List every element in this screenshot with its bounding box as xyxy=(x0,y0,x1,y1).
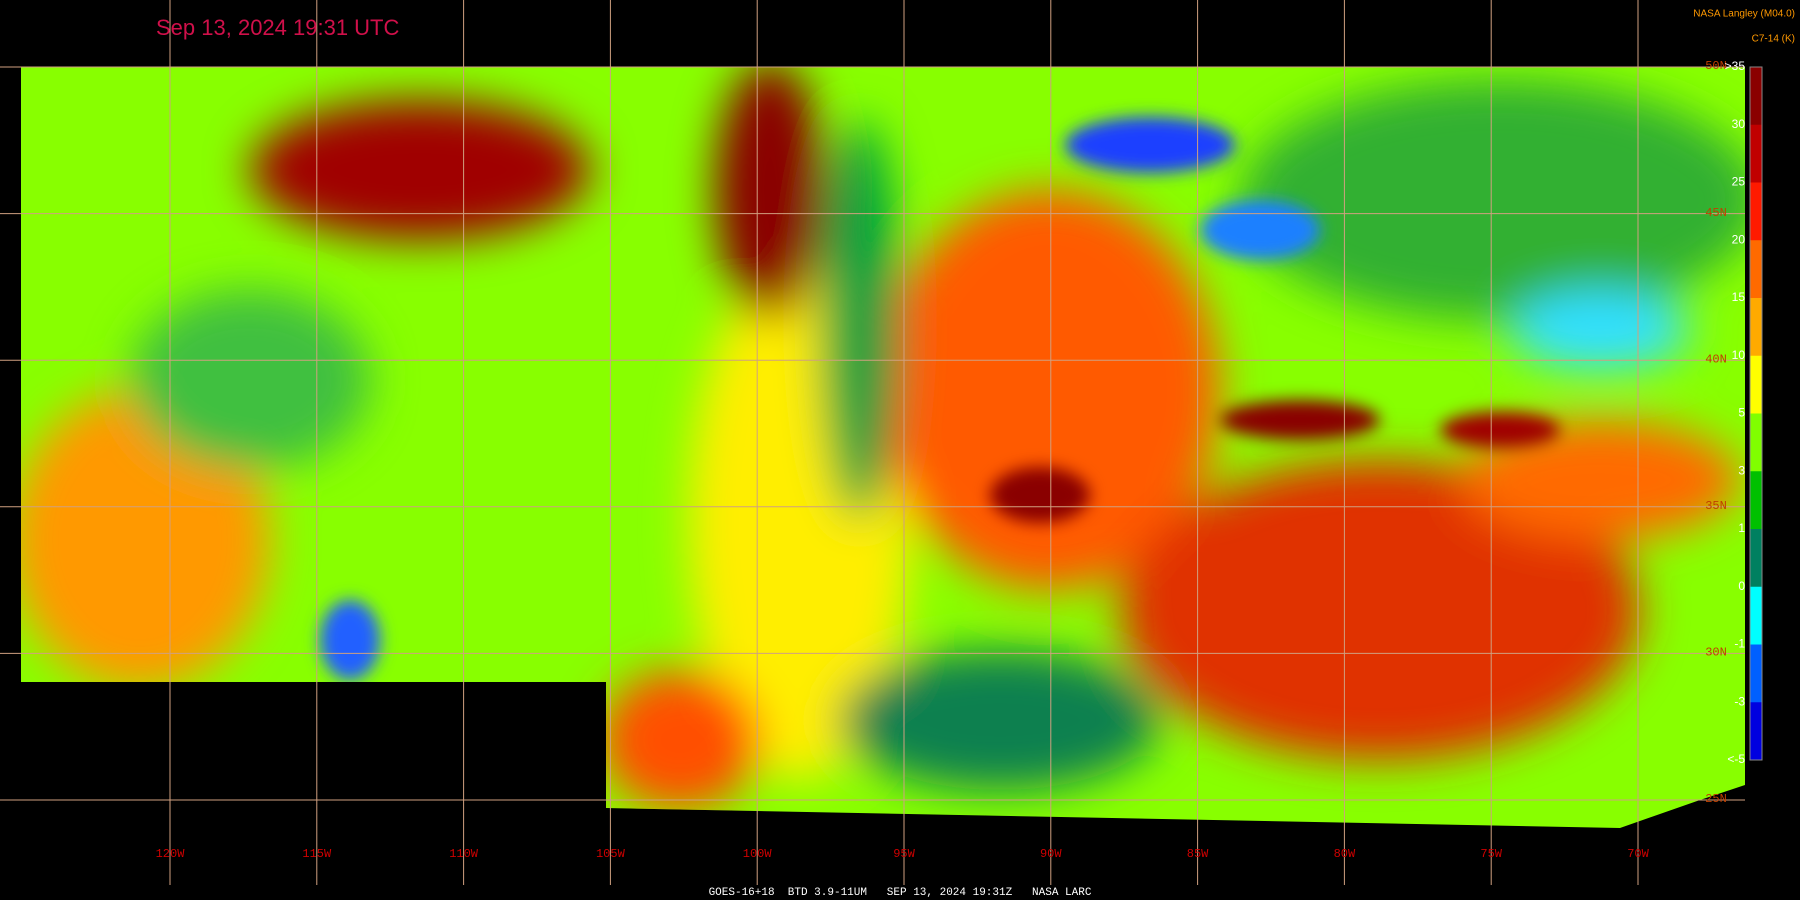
longitude-label: 95W xyxy=(893,847,915,861)
timestamp-title: Sep 13, 2024 19:31 UTC xyxy=(156,15,399,40)
latitude-label: 40N xyxy=(1705,352,1727,366)
latitude-label: 30N xyxy=(1705,646,1727,660)
colorbar-label: 1 xyxy=(1738,521,1745,535)
colorbar-label: 15 xyxy=(1732,290,1746,304)
colorbar-label: 30 xyxy=(1732,117,1746,131)
colorbar-segment xyxy=(1750,298,1762,357)
colorbar-segment xyxy=(1750,529,1762,588)
colorbar-segment xyxy=(1750,124,1762,183)
longitude-label: 105W xyxy=(596,847,626,861)
colorbar-segment xyxy=(1750,702,1762,761)
credit: NASA Langley (M04.0) xyxy=(1693,9,1795,20)
longitude-label: 80W xyxy=(1334,847,1356,861)
latitude-label: 35N xyxy=(1705,499,1727,513)
lat-lon-grid xyxy=(0,0,1745,885)
latitude-label: 45N xyxy=(1705,206,1727,220)
colorbar-segment xyxy=(1750,67,1762,126)
longitude-label: 100W xyxy=(743,847,773,861)
longitude-label: 120W xyxy=(156,847,186,861)
colorbar-frame xyxy=(1749,66,1763,761)
colorbar-segment xyxy=(1750,240,1762,299)
colorbar-segment xyxy=(1750,182,1762,241)
colorbar-segment xyxy=(1750,586,1762,645)
colorbar-label: 3 xyxy=(1738,463,1745,477)
colorbar-segment xyxy=(1750,355,1762,414)
colorbar-label: >35 xyxy=(1725,59,1746,73)
colorbar-label: 10 xyxy=(1732,348,1746,362)
colorbar-label: -3 xyxy=(1734,694,1745,708)
colorbar-label: <-5 xyxy=(1727,752,1745,766)
longitude-label: 70W xyxy=(1627,847,1649,861)
footer-caption: GOES-16+18 BTD 3.9-11UM SEP 13, 2024 19:… xyxy=(709,887,1092,899)
longitude-label: 90W xyxy=(1040,847,1062,861)
colorbar-label: -1 xyxy=(1734,637,1745,651)
colorbar-label: 5 xyxy=(1738,406,1745,420)
colorbar-label: 0 xyxy=(1738,579,1745,593)
colorbar-segment xyxy=(1750,413,1762,472)
longitude-label: 75W xyxy=(1480,847,1502,861)
longitude-label: 85W xyxy=(1187,847,1209,861)
colorbar-segment xyxy=(1750,471,1762,530)
longitude-label: 115W xyxy=(302,847,332,861)
colorbar-title: C7-14 (K) xyxy=(1752,34,1795,45)
colorbar-label: 25 xyxy=(1732,175,1746,189)
colorbar-label: 20 xyxy=(1732,232,1746,246)
latitude-label: 25N xyxy=(1705,792,1727,806)
latitude-label: 50N xyxy=(1705,59,1727,73)
colorbar-segment xyxy=(1750,644,1762,703)
longitude-label: 110W xyxy=(449,847,479,861)
map-labels: 120W 115W 110W 105W 100W 95W 90W 85W 80W 75W 70W 50… xyxy=(156,59,1727,861)
